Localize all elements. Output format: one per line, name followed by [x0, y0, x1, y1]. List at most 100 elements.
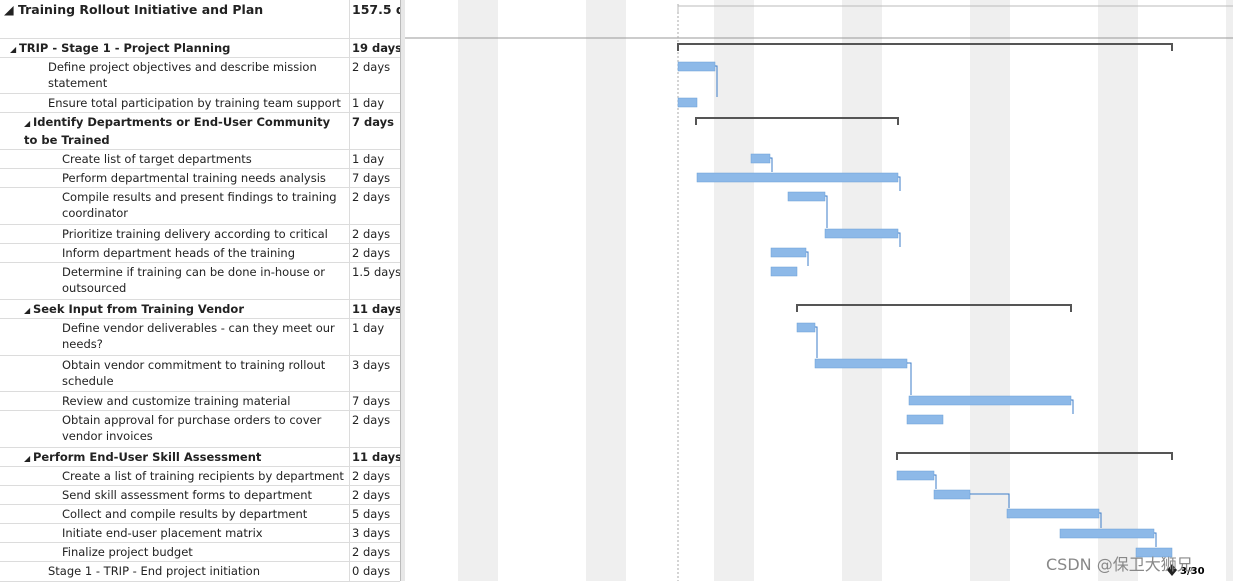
weekend-stripe [714, 0, 754, 581]
collapse-icon[interactable]: ◢ [10, 45, 19, 54]
task-row[interactable]: Initiate end-user placement matrix 3 days [0, 523, 400, 543]
task-row[interactable]: Perform departmental training needs anal… [0, 168, 400, 188]
dependency-link [1099, 512, 1102, 528]
task-duration: 5 days [352, 507, 391, 521]
collapse-icon[interactable]: ◢ [24, 119, 33, 128]
task-name-cell: Obtain approval for purchase orders to c… [62, 412, 345, 444]
task-bar [770, 247, 807, 258]
task-name-cell: Obtain vendor commitment to training rol… [62, 357, 345, 389]
task-name: Create a list of training recipients by … [62, 469, 344, 483]
task-table: ◢ Training Rollout Initiative and Plan 1… [0, 0, 401, 582]
task-name-cell: Perform departmental training needs anal… [62, 170, 345, 186]
weekend-stripe [458, 0, 498, 581]
task-name: Inform department heads of the training … [62, 246, 296, 260]
task-row[interactable]: ◢ Identify Departments or End-User Commu… [0, 112, 400, 150]
project-summary-bar [677, 5, 1233, 12]
task-row[interactable]: Ensure total participation by training t… [0, 93, 400, 113]
task-name: Review and customize training material [62, 394, 291, 408]
milestone-label: 3/30 [1180, 566, 1205, 577]
weekend-stripe [970, 0, 1010, 581]
task-row[interactable]: Create a list of training recipients by … [0, 466, 400, 486]
task-row[interactable]: ◢ Seek Input from Training Vendor 11 days [0, 299, 400, 319]
project-duration: 157.5 da [352, 2, 400, 17]
task-name-cell: Create list of target departments [62, 151, 345, 167]
task-name: Collect and compile results by departmen… [62, 507, 308, 521]
task-bar [750, 153, 771, 164]
task-name-cell: Send skill assessment forms to departmen… [62, 487, 345, 504]
task-row[interactable]: Compile results and present findings to … [0, 187, 400, 225]
task-row[interactable]: Determine if training can be done in-hou… [0, 262, 400, 300]
task-duration: 19 days [352, 41, 400, 55]
dependency-link [907, 362, 912, 395]
task-name: Determine if training can be done in-hou… [62, 265, 325, 295]
task-name: Perform departmental training needs anal… [62, 171, 326, 185]
task-row[interactable]: Obtain approval for purchase orders to c… [0, 410, 400, 448]
summary-bar [677, 43, 1173, 51]
task-bar [787, 191, 826, 202]
task-name: Ensure total participation by training t… [48, 96, 341, 110]
task-row[interactable]: Define project objectives and describe m… [0, 57, 400, 94]
task-duration: 1 day [352, 96, 385, 110]
task-name-cell: Review and customize training material [62, 393, 345, 409]
task-row[interactable]: Inform department heads of the training … [0, 243, 400, 263]
task-name-cell: Ensure total participation by training t… [48, 95, 345, 112]
task-row[interactable]: Send skill assessment forms to departmen… [0, 485, 400, 505]
task-duration: 2 days [352, 190, 391, 204]
dependency-link [1154, 532, 1157, 547]
task-name: Obtain vendor commitment to training rol… [62, 358, 326, 388]
header-row: ◢ Training Rollout Initiative and Plan 1… [0, 0, 400, 39]
collapse-icon[interactable]: ◢ [24, 306, 33, 315]
task-duration: 0 days [352, 564, 391, 578]
task-duration: 2 days [352, 246, 391, 260]
task-bar [677, 97, 698, 108]
task-row[interactable]: Collect and compile results by departmen… [0, 504, 400, 524]
task-row[interactable]: Obtain vendor commitment to training rol… [0, 355, 400, 392]
task-row[interactable]: Stage 1 - TRIP - End project initiation 0… [0, 561, 400, 582]
task-name-cell: ◢ TRIP - Stage 1 - Project Planning [10, 40, 333, 57]
dependency-link [770, 157, 773, 172]
summary-bar [695, 117, 899, 125]
task-duration: 2 days [352, 545, 391, 559]
task-name-cell: ◢ Identify Departments or End-User Commu… [24, 114, 333, 148]
task-name: Perform End-User Skill Assessment [32, 450, 262, 464]
collapse-icon[interactable]: ◢ [24, 454, 33, 463]
task-bar [896, 470, 935, 481]
task-name: Create list of target departments [62, 152, 252, 166]
task-row[interactable]: Define vendor deliverables - can they me… [0, 318, 400, 356]
task-row[interactable]: Finalize project budget 2 days [0, 542, 400, 562]
task-duration: 7 days [352, 171, 391, 185]
task-name-cell: ◢ Seek Input from Training Vendor [24, 301, 333, 318]
dependency-link [1071, 399, 1074, 414]
task-duration: 11 days [352, 302, 400, 316]
task-name: Define vendor deliverables - can they me… [62, 321, 335, 351]
task-name-cell: Create a list of training recipients by … [62, 468, 345, 484]
task-name: Send skill assessment forms to departmen… [62, 488, 313, 502]
task-bar [1006, 508, 1100, 519]
task-bar [824, 228, 899, 239]
watermark: CSDN @保卫大狮兄 [1046, 555, 1193, 574]
task-duration: 7 days [352, 394, 391, 408]
task-row[interactable]: ◢ TRIP - Stage 1 - Project Planning 19 da… [0, 38, 400, 58]
task-row[interactable]: Prioritize training delivery according t… [0, 224, 400, 244]
column-divider [349, 0, 350, 581]
task-row[interactable]: Create list of target departments 1 day [0, 149, 400, 169]
task-name-cell: Collect and compile results by departmen… [62, 506, 345, 522]
task-bar [770, 266, 798, 277]
weekend-stripe [586, 0, 626, 581]
summary-bar [896, 452, 1173, 460]
task-duration: 3 days [352, 358, 391, 372]
task-duration: 2 days [352, 469, 391, 483]
task-name-cell: Finalize project budget [62, 544, 345, 560]
task-row[interactable]: Review and customize training material 7 … [0, 391, 400, 411]
task-name-cell: Compile results and present findings to … [62, 189, 345, 221]
task-name-cell: Define project objectives and describe m… [48, 59, 345, 91]
task-bar [906, 414, 944, 425]
task-bar [908, 395, 1072, 406]
dependency-link [715, 65, 718, 97]
task-name: TRIP - Stage 1 - Project Planning [18, 41, 231, 55]
task-row[interactable]: ◢ Perform End-User Skill Assessment 11 da… [0, 447, 400, 467]
task-duration: 2 days [352, 227, 391, 241]
task-name: Obtain approval for purchase orders to c… [62, 413, 322, 443]
task-duration: 11 days [352, 450, 400, 464]
weekend-stripe [1098, 0, 1138, 581]
